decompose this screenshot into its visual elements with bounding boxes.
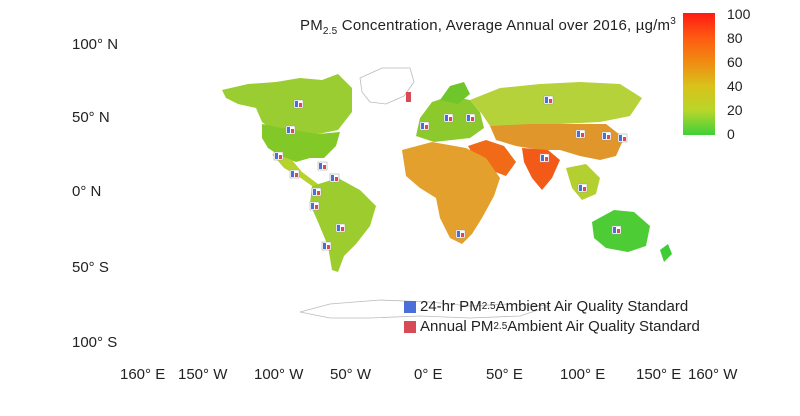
legend-swatch-24hr bbox=[404, 300, 416, 313]
y-label-50s: 50° S bbox=[72, 259, 109, 276]
legend-annual-post: Ambient Air Quality Standard bbox=[507, 318, 700, 335]
greenland bbox=[359, 67, 415, 105]
new-zealand bbox=[660, 244, 672, 262]
x-label-160e: 160° E bbox=[120, 366, 166, 383]
standard-markers bbox=[273, 92, 628, 251]
colorbar-tick-60: 60 bbox=[727, 54, 743, 70]
legend-swatch-annual bbox=[404, 320, 416, 333]
scandinavia bbox=[440, 82, 470, 104]
y-label-100n: 100° N bbox=[72, 36, 119, 53]
colorbar-tick-20: 20 bbox=[727, 102, 743, 118]
x-label-0e: 0° E bbox=[414, 366, 443, 383]
x-label-50w: 50° W bbox=[330, 366, 372, 383]
southeast-asia bbox=[566, 164, 600, 200]
legend-24hr-pre: 24-hr PM bbox=[420, 298, 482, 315]
legend-24hr-sub: 2.5 bbox=[481, 301, 496, 312]
canada bbox=[222, 74, 352, 134]
y-label-100s: 100° S bbox=[72, 334, 118, 351]
africa bbox=[402, 142, 500, 244]
x-label-100w: 100° W bbox=[254, 366, 304, 383]
colorbar-tick-0: 0 bbox=[727, 126, 735, 142]
x-label-160w: 160° W bbox=[688, 366, 738, 383]
x-label-50e: 50° E bbox=[486, 366, 523, 383]
x-label-150e: 150° E bbox=[636, 366, 682, 383]
x-label-100e: 100° E bbox=[560, 366, 606, 383]
y-label-50n: 50° N bbox=[72, 109, 110, 126]
legend-24hr: 24-hr PM 2.5 Ambient Air Quality Standard bbox=[404, 298, 688, 315]
colorbar bbox=[683, 13, 715, 135]
south-asia bbox=[522, 148, 560, 190]
east-asia bbox=[490, 124, 624, 160]
x-label-150w: 150° W bbox=[178, 366, 228, 383]
legend-24hr-post: Ambient Air Quality Standard bbox=[495, 298, 689, 315]
antarctica bbox=[299, 299, 551, 319]
russia bbox=[470, 82, 642, 126]
y-label-0n: 0° N bbox=[72, 183, 102, 200]
legend-annual-sub: 2.5 bbox=[493, 321, 508, 332]
legend-annual: Annual PM 2.5 Ambient Air Quality Standar… bbox=[404, 318, 700, 335]
map-title: PM2.5 Concentration, Average Annual over… bbox=[300, 16, 676, 37]
colorbar-tick-40: 40 bbox=[727, 78, 743, 94]
legend-annual-pre: Annual PM bbox=[420, 318, 494, 335]
middle-east bbox=[468, 140, 516, 176]
colorbar-tick-80: 80 bbox=[727, 30, 743, 46]
colorbar-tick-100: 100 bbox=[727, 6, 751, 22]
